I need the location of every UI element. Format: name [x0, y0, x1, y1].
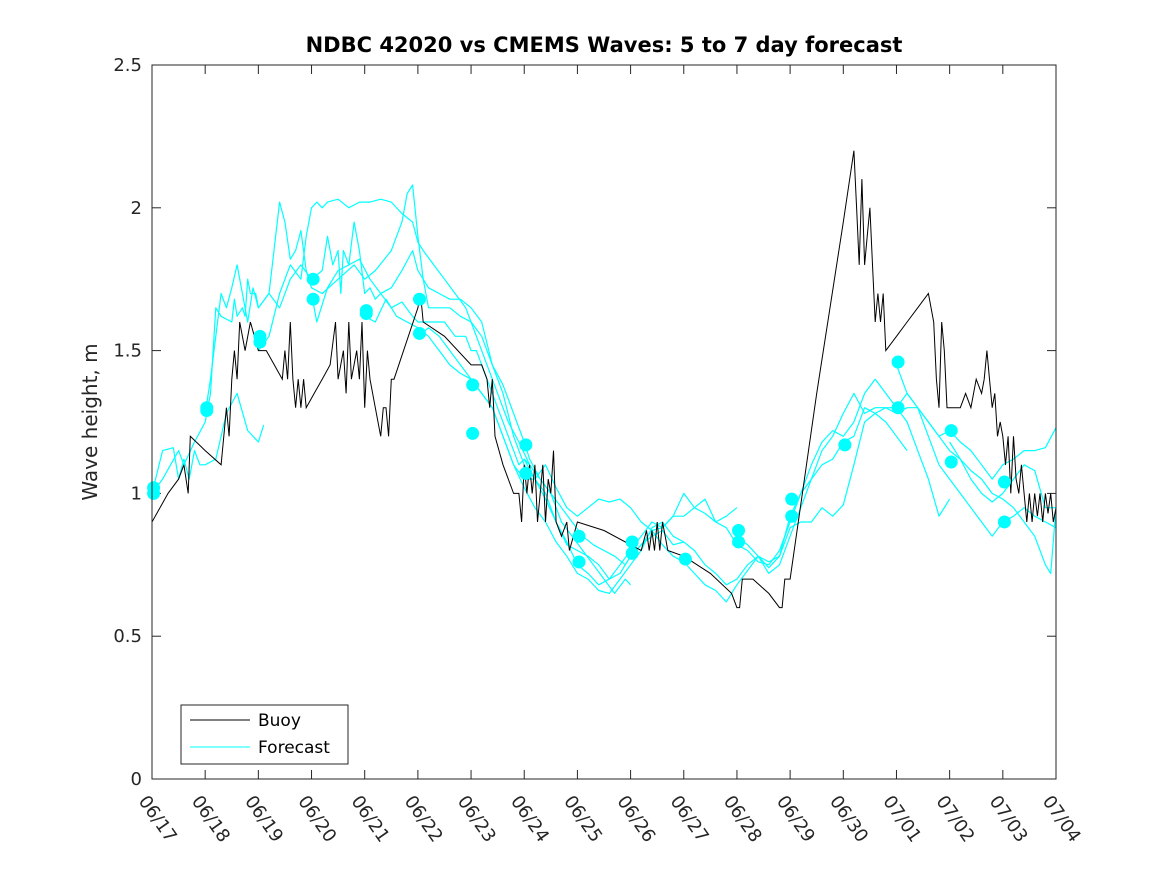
forecast-line [949, 441, 1057, 575]
forecast-marker [306, 272, 320, 286]
forecast-line [895, 364, 1057, 480]
forecast-marker [253, 335, 267, 349]
y-tick-labels: 0 0.5 1 1.5 2 2.5 [113, 55, 142, 790]
forecast-marker [944, 455, 958, 469]
forecast-line [364, 298, 908, 566]
buoy-line [151, 150, 1057, 609]
forecast-marker [412, 326, 426, 340]
y-tick-label: 1 [131, 483, 142, 504]
forecast-marker [838, 438, 852, 452]
y-tick-label: 0.5 [113, 626, 142, 647]
forecast-marker [785, 492, 799, 506]
forecast-line [417, 327, 951, 595]
forecast-marker [625, 535, 639, 549]
forecast-line [151, 392, 265, 494]
plot-area [152, 65, 1056, 779]
forecast-line [151, 221, 531, 494]
forecast-marker [997, 515, 1011, 529]
legend: Buoy Forecast [180, 704, 349, 765]
forecast-marker [519, 466, 533, 480]
legend-box [180, 704, 349, 765]
forecast-marker [519, 438, 533, 452]
y-tick-label: 1.5 [113, 341, 142, 362]
forecast-marker [732, 535, 746, 549]
forecast-line [523, 407, 1057, 603]
forecast-marker [785, 509, 799, 523]
forecast-marker [678, 552, 692, 566]
forecast-marker [732, 524, 746, 538]
buoy-series [151, 150, 1057, 609]
forecast-marker [359, 306, 373, 320]
legend-forecast-label: Forecast [258, 738, 330, 758]
forecast-marker [572, 555, 586, 569]
forecast-line [257, 198, 684, 566]
forecast-marker [891, 355, 905, 369]
forecast-marker [306, 292, 320, 306]
legend-buoy-label: Buoy [258, 711, 301, 731]
forecast-marker [466, 426, 480, 440]
forecast-marker [625, 546, 639, 560]
forecast-marker [944, 424, 958, 438]
chart-title: NDBC 42020 vs CMEMS Waves: 5 to 7 day fo… [306, 33, 903, 57]
forecast-markers [147, 272, 1011, 569]
y-axis-label: Wave height, m [78, 343, 102, 500]
y-tick-label: 0 [131, 769, 142, 790]
forecast-marker [466, 378, 480, 392]
forecast-marker [572, 529, 586, 543]
forecast-marker [997, 475, 1011, 489]
forecast-marker [891, 401, 905, 415]
forecast-marker [147, 486, 161, 500]
forecast-marker [412, 292, 426, 306]
forecast-marker [200, 404, 214, 418]
y-tick-label: 2 [131, 198, 142, 219]
plot-frame [151, 64, 1057, 780]
y-tick-label: 2.5 [113, 55, 142, 76]
